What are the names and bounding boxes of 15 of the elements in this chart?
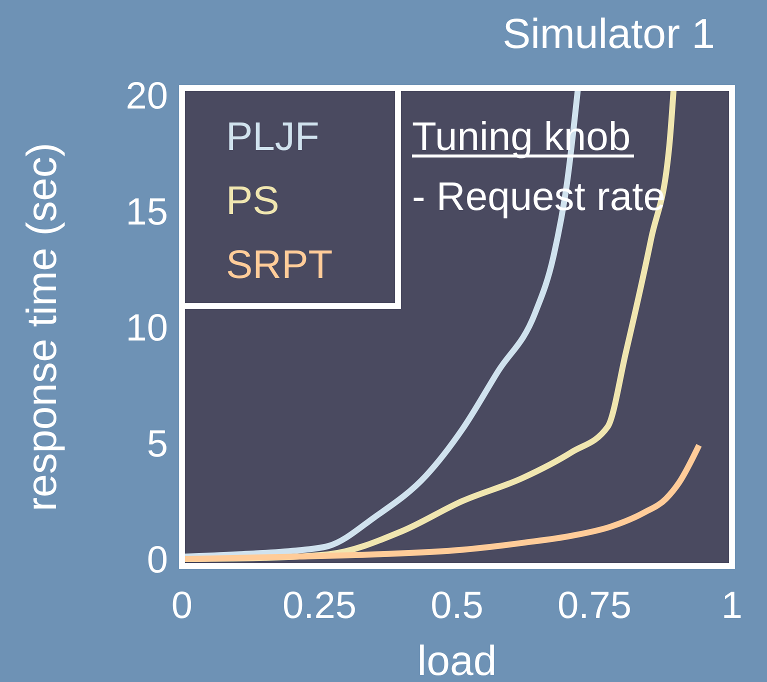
- x-tick-label: 0.5: [430, 585, 484, 627]
- y-tick-label: 15: [126, 191, 168, 234]
- y-axis-title: response time (sec): [18, 142, 65, 512]
- x-tick-label: 1: [721, 585, 743, 627]
- y-tick-label: 0: [146, 539, 168, 582]
- y-tick-label: 10: [126, 307, 168, 350]
- chart-title: Simulator 1: [502, 10, 715, 57]
- x-axis-title: load: [417, 637, 497, 682]
- x-tick-label: 0.25: [282, 585, 356, 627]
- text: PS: [226, 179, 280, 223]
- text: PLJF: [226, 115, 320, 159]
- y-tick-label: 20: [126, 75, 168, 118]
- y-tick-label: 5: [146, 423, 168, 466]
- text: SRPT: [226, 243, 333, 287]
- x-tick-label: 0.75: [558, 585, 632, 627]
